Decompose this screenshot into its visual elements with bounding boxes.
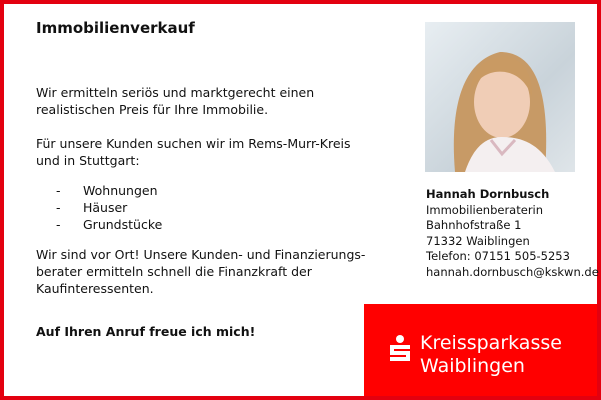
contact-phone[interactable]: Telefon: 07151 505-5253 — [426, 249, 570, 263]
contact-street: Bahnhofstraße 1 — [426, 218, 522, 232]
search-text: Für unsere Kunden suchen wir im Rems-Mur… — [36, 136, 351, 168]
bullet: - — [56, 183, 61, 198]
bullet: - — [56, 200, 61, 215]
intro-text: Wir ermitteln seriös und marktgerecht ei… — [36, 85, 315, 117]
list-item: - Grundstücke — [56, 216, 162, 233]
brand-banner: Kreissparkasse Waiblingen — [364, 304, 597, 396]
list-item-label: Grundstücke — [83, 217, 163, 232]
brand-line2: Waiblingen — [420, 355, 525, 377]
contact-name: Hannah Dornbusch — [426, 187, 550, 201]
contact-role: Immobilienberaterin — [426, 202, 544, 217]
page-title: Immobilienverkauf — [36, 19, 195, 37]
brand-name: Kreissparkasse Waiblingen — [420, 332, 562, 378]
contact-email[interactable]: hannah.dornbusch@kskwn.de — [426, 264, 599, 279]
contact-city: 71332 Waiblingen — [426, 233, 530, 248]
bullet: - — [56, 217, 61, 232]
list-item: - Häuser — [56, 199, 162, 216]
contact-block: Hannah Dornbusch Immobilienberaterin Bah… — [426, 187, 599, 280]
list-item-label: Wohnungen — [83, 183, 158, 198]
brand-line1: Kreissparkasse — [420, 332, 562, 354]
property-list: - Wohnungen - Häuser - Grundstücke — [56, 182, 162, 233]
portrait-photo — [425, 22, 575, 172]
list-item: - Wohnungen — [56, 182, 162, 199]
closing-text: Auf Ihren Anruf freue ich mich! — [36, 324, 256, 339]
sparkasse-s-icon — [390, 335, 410, 361]
onsite-text: Wir sind vor Ort! Unsere Kunden- und Fin… — [36, 247, 366, 296]
list-item-label: Häuser — [83, 200, 128, 215]
